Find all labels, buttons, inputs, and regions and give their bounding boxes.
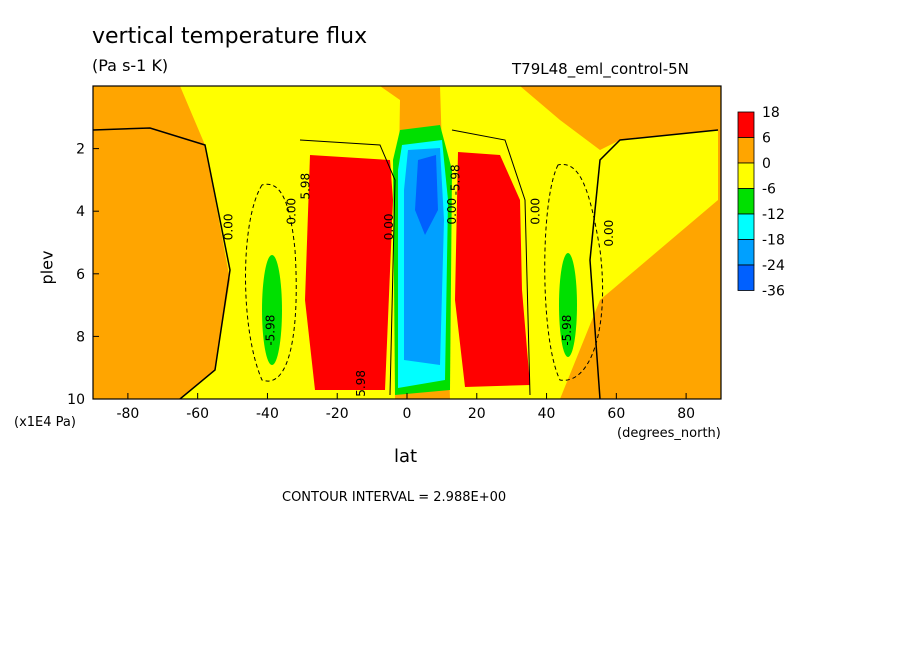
dashed-contour-right [544,164,604,381]
dataset-label: T79L48_eml_control-5N [512,60,689,78]
filled-contours [93,86,721,399]
colorbar-swatch [737,213,755,240]
yellow-region-left [93,86,300,399]
x-tick-label: 80 [677,406,695,422]
contour-label: 0.00 [445,198,459,225]
colorbar-label: 0 [762,156,771,172]
contour-label: 0.00 [602,220,616,247]
contour-labels: 0.000.005.98-5.985.980.000.00-5.980.000.… [222,164,616,396]
colorbar-label: 6 [762,131,771,147]
zero-contour-left [93,127,231,399]
contour-line-inner-right [451,129,531,396]
colorbar-swatch [737,162,755,189]
x-ticks: -80 -60 -40 -20 0 20 40 60 80 [116,393,695,422]
colorbar-swatch [737,188,755,215]
green-blob-left [262,255,282,365]
contour-label: 0.00 [529,198,543,225]
dashed-contour-left [245,183,297,382]
contour-line-inner-left [299,139,396,396]
chart-units: (Pa s-1 K) [92,56,169,75]
x-tick-label: 40 [538,406,556,422]
x-tick-label: -60 [186,406,209,422]
zero-contour-right [589,129,719,399]
x-tick-label: 0 [403,406,412,422]
contour-label: -5.98 [448,164,462,195]
red-region-left [305,155,393,390]
contour-label: 0.00 [382,213,396,240]
y-axis-units: (x1E4 Pa) [14,415,76,430]
chart-title: vertical temperature flux [92,24,368,49]
y-tick-label: 8 [76,329,85,345]
x-tick-label: -80 [116,406,139,422]
y-tick-label: 2 [76,142,85,158]
colorbar-label: -18 [762,233,785,249]
blue-region-core [415,155,438,235]
y-tick-label: 4 [76,204,85,220]
x-tick-label: 60 [607,406,625,422]
contour-interval: CONTOUR INTERVAL = 2.988E+00 [282,490,507,505]
contour-label: -5.98 [560,315,574,346]
x-axis-label: lat [394,446,418,467]
x-tick-label: -40 [256,406,279,422]
x-tick-label: -20 [326,406,349,422]
y-ticks: 2 4 6 8 10 [67,142,99,408]
colorbar-swatch [737,239,755,266]
colorbar-swatch [737,264,755,291]
colorbar-label: 18 [762,105,780,121]
red-region-right [455,152,530,387]
colorbar-swatch [737,111,755,138]
colorbar-swatch [737,137,755,164]
contour-label: 5.98 [354,370,368,397]
contour-label: 0.00 [222,213,236,240]
x-axis-units: (degrees_north) [617,426,721,441]
contour-label: 5.98 [298,173,312,200]
colorbar-label: -12 [762,207,785,223]
colorbar-legend: 18 6 0 -6 -12 -18 -24 -36 [737,105,785,300]
colorbar-label: -6 [762,182,776,198]
x-tick-label: 20 [468,406,486,422]
green-blob-right [559,253,577,357]
contour-label: -5.98 [263,315,277,346]
colorbar-label: -36 [762,284,785,300]
y-tick-label: 10 [67,392,85,408]
colorbar-label: -24 [762,258,785,274]
contour-label: 0.00 [284,198,298,225]
y-tick-label: 6 [76,267,85,283]
